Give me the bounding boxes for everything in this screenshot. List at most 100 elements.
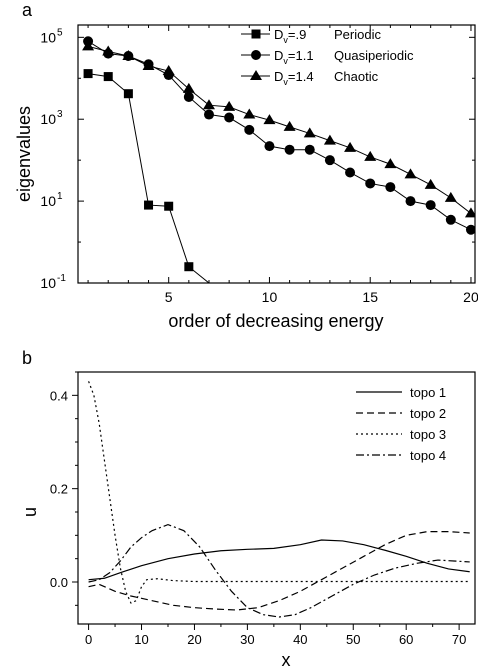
- series-circle: [83, 36, 475, 235]
- panel-b-frame: [77, 371, 476, 625]
- panel-a-xtick-label: 15: [362, 289, 378, 305]
- panel-a-xtick-label: 20: [463, 289, 478, 305]
- data-point-circle: [183, 91, 194, 102]
- panel-b-xtick-label: 60: [399, 632, 413, 647]
- data-point-triangle: [444, 191, 457, 202]
- data-point-circle: [365, 178, 376, 189]
- legend-entry: topo 1: [356, 385, 446, 400]
- data-point-triangle: [250, 70, 262, 80]
- data-point-circle: [425, 200, 436, 211]
- data-point-triangle: [283, 120, 296, 131]
- legend-label: Dv=.9: [274, 27, 306, 45]
- legend-label: topo 4: [410, 448, 446, 463]
- panel-b-xlabel: x: [282, 650, 291, 670]
- legend-label: topo 2: [410, 406, 446, 421]
- data-point-square: [83, 69, 93, 79]
- panel-a-ytick-label: 10: [40, 29, 56, 45]
- legend-desc: Quasiperiodic: [334, 48, 414, 63]
- legend-label: topo 1: [410, 385, 446, 400]
- panel-a-xlabel: order of decreasing energy: [168, 311, 383, 331]
- data-point-triangle: [344, 141, 357, 152]
- data-point-circle: [324, 155, 335, 166]
- series-topo-4: [88, 523, 470, 618]
- data-point-square: [184, 262, 194, 272]
- legend-entry: topo 3: [356, 427, 446, 442]
- panel-a-ytick-label: 10: [40, 193, 56, 209]
- legend-label: Dv=1.1: [274, 48, 314, 66]
- panel-a-frame: [77, 24, 476, 284]
- legend-desc: Chaotic: [334, 69, 379, 84]
- data-point-triangle: [323, 134, 336, 145]
- legend-entry: Dv=.9 Periodic: [241, 27, 381, 45]
- legend-label: topo 3: [410, 427, 446, 442]
- panel-a-ytick-label: 10: [40, 111, 56, 127]
- panel-b-ytick-label: 0.4: [50, 388, 68, 403]
- series-topo-2: [88, 530, 470, 611]
- data-point-square: [251, 29, 261, 39]
- series-line: [88, 73, 210, 283]
- panel-a-ytick-exponent: 1: [57, 191, 63, 202]
- panel-a-ylabel: eigenvalues: [14, 106, 34, 202]
- panel-b-chart: 0 10 20 30 40 50 60 70 0.0 0.2 0.4 topo 1 topo 2 top…: [20, 371, 476, 670]
- data-point-square: [123, 89, 133, 99]
- data-point-triangle: [263, 114, 276, 125]
- data-point-circle: [445, 214, 456, 225]
- panel-b-ylabel: u: [20, 507, 40, 517]
- data-point-triangle: [424, 178, 437, 189]
- data-point-triangle: [364, 150, 377, 161]
- data-point-circle: [405, 196, 416, 207]
- data-point-triangle: [223, 100, 236, 111]
- data-point-circle: [304, 144, 315, 155]
- data-point-circle: [385, 182, 396, 193]
- legend-entry: topo 4: [356, 448, 446, 463]
- panel-b-xtick-label: 50: [346, 632, 360, 647]
- panel-b-xtick-label: 30: [240, 632, 254, 647]
- data-point-square: [103, 72, 113, 82]
- data-point-triangle: [142, 59, 155, 70]
- data-point-square: [144, 200, 154, 210]
- panel-a-ytick-label: 10: [40, 275, 56, 291]
- data-point-triangle: [384, 158, 397, 169]
- panel-b-ytick-label: 0.2: [50, 482, 68, 497]
- series-square: [83, 69, 210, 283]
- data-point-triangle: [303, 127, 316, 138]
- data-point-circle: [203, 109, 214, 120]
- data-point-circle: [251, 50, 261, 60]
- panel-b-xtick-label: 0: [85, 632, 92, 647]
- panel-b-xtick-label: 40: [293, 632, 307, 647]
- legend-entry: Dv=1.4 Chaotic: [241, 69, 379, 87]
- series-topo-3: [88, 381, 470, 604]
- data-point-circle: [264, 141, 275, 152]
- panel-b-xtick-label: 10: [134, 632, 148, 647]
- data-point-circle: [224, 112, 235, 123]
- data-point-circle: [284, 144, 295, 155]
- data-point-triangle: [202, 99, 215, 110]
- series-topo-1: [88, 539, 470, 581]
- data-point-square: [164, 201, 174, 211]
- data-point-circle: [345, 167, 356, 178]
- panel-a-xtick-label: 10: [262, 289, 278, 305]
- data-point-triangle: [404, 168, 417, 179]
- data-point-triangle: [162, 65, 175, 76]
- legend-entry: topo 2: [356, 406, 446, 421]
- data-point-triangle: [182, 82, 195, 93]
- panel-label-a: a: [22, 0, 33, 20]
- panel-a-ytick-exponent: -1: [57, 273, 66, 284]
- legend-label: Dv=1.4: [274, 69, 314, 87]
- panel-a-xtick-label: 5: [165, 289, 173, 305]
- panel-a-ytick-exponent: 3: [57, 109, 63, 120]
- data-point-triangle: [243, 108, 256, 119]
- legend-entry: Dv=1.1 Quasiperiodic: [241, 48, 414, 66]
- data-point-triangle: [82, 40, 95, 51]
- series-triangle: [82, 40, 475, 218]
- panel-b-xtick-label: 70: [452, 632, 466, 647]
- data-point-circle: [244, 124, 255, 135]
- data-point-triangle: [122, 49, 135, 60]
- data-point-triangle: [464, 207, 475, 218]
- data-point-circle: [465, 224, 475, 235]
- legend-desc: Periodic: [334, 27, 381, 42]
- panel-b-ytick-label: 0.0: [50, 575, 68, 590]
- panel-b-xtick-label: 20: [187, 632, 201, 647]
